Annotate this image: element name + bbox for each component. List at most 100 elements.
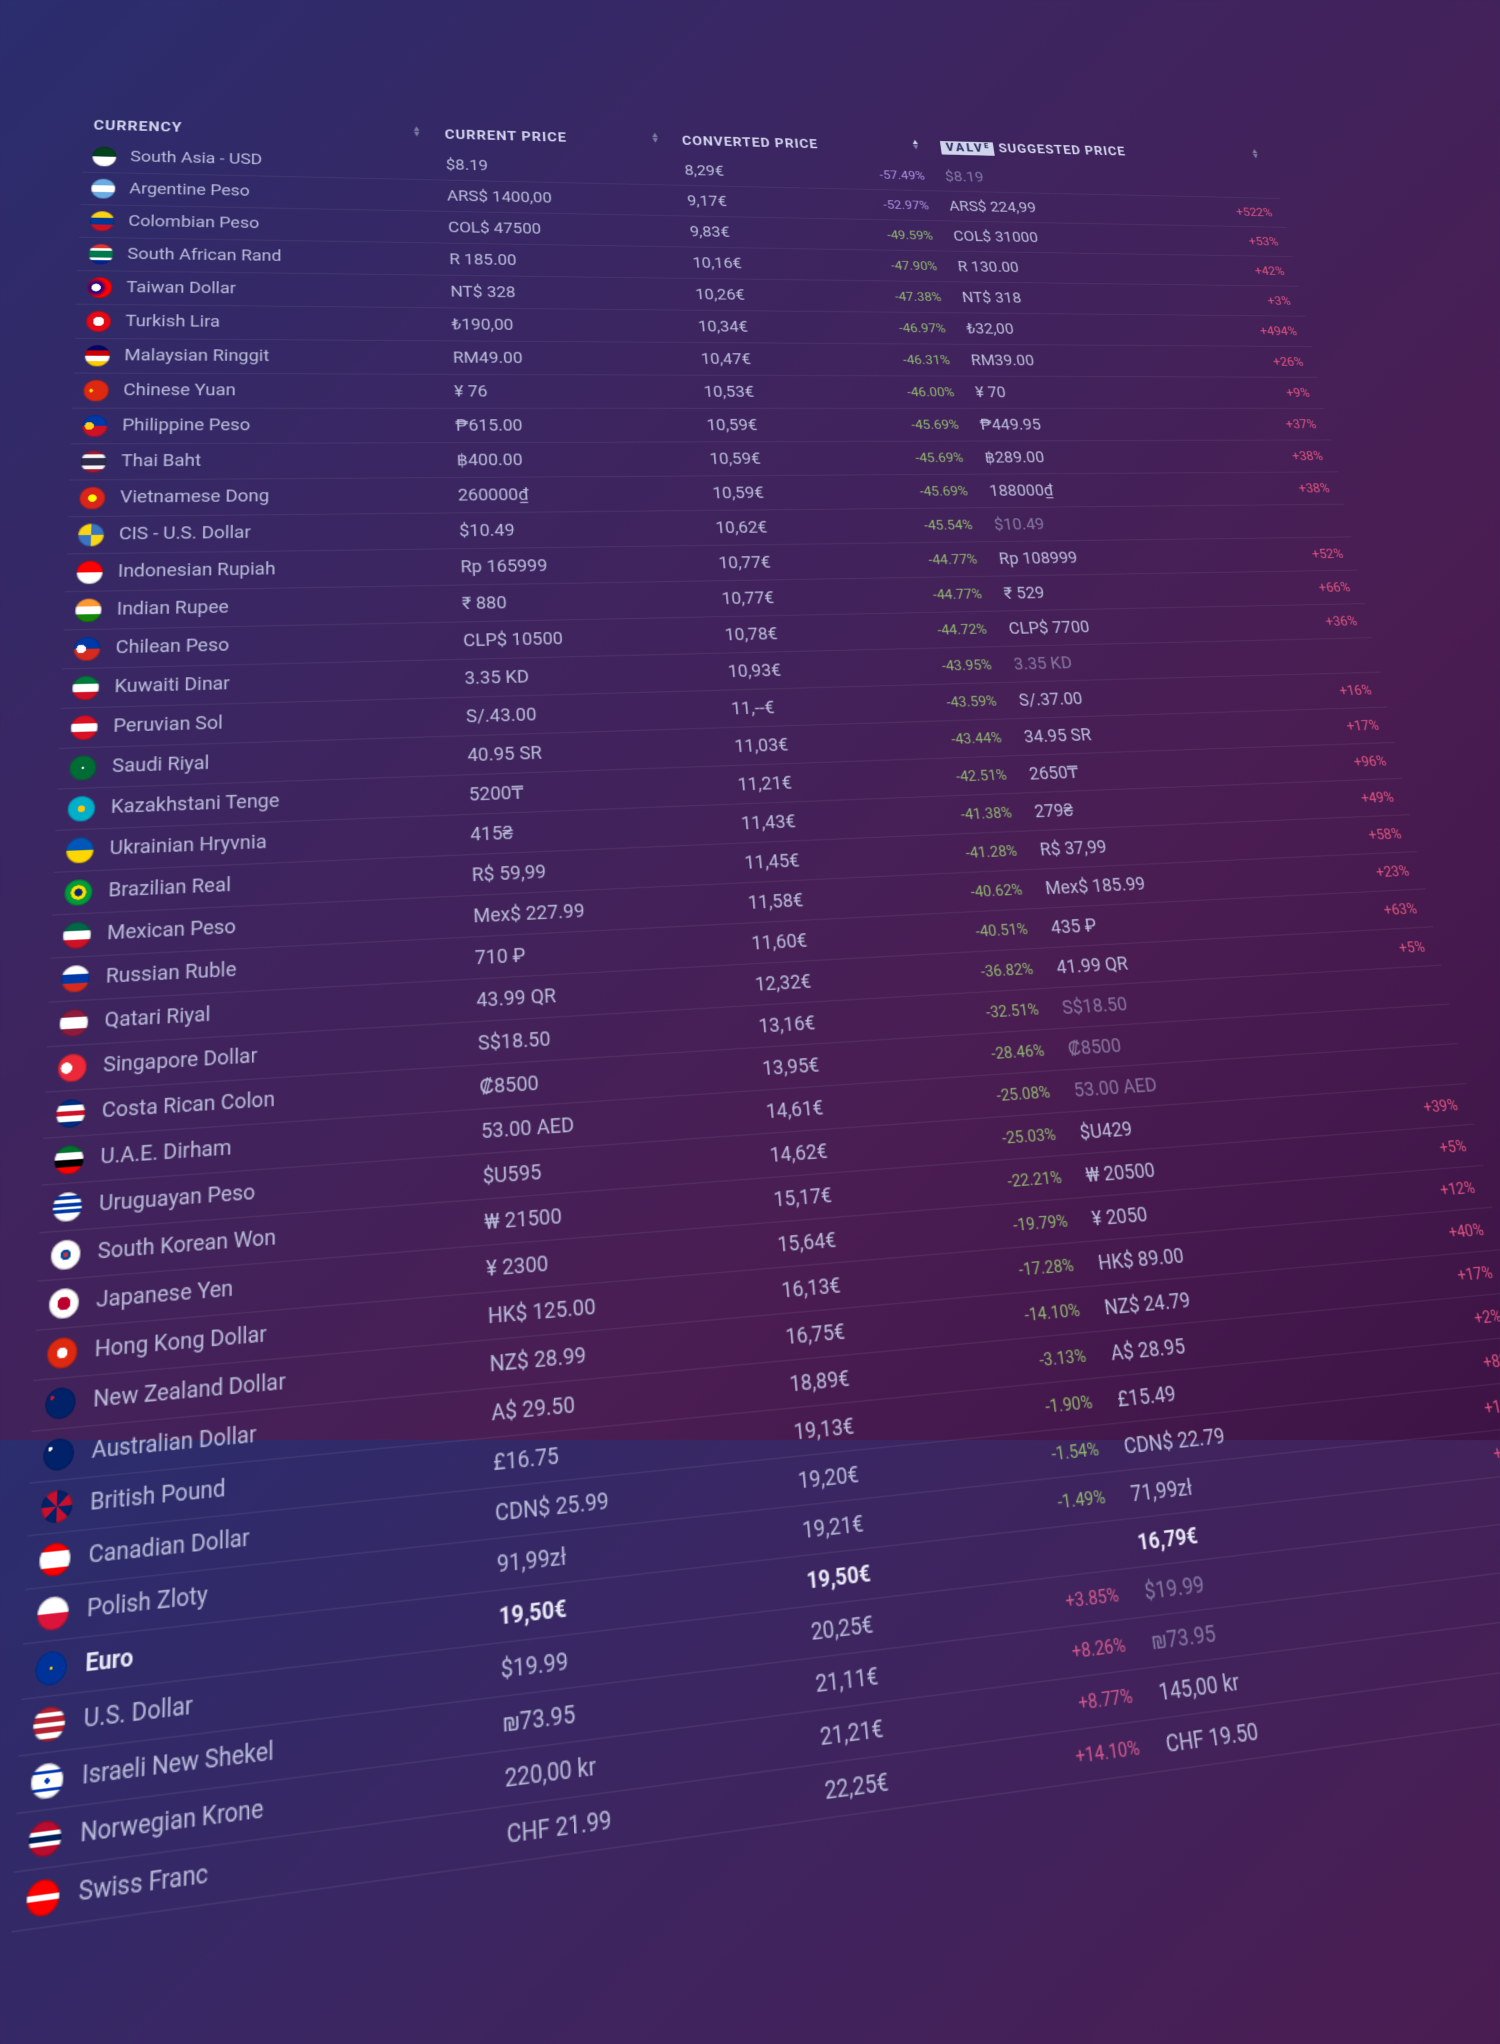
currency-name: Vietnamese Dong (120, 487, 269, 508)
converted-diff: -25.03% (1001, 1125, 1057, 1149)
suggested-diff: +8% (1481, 1350, 1500, 1373)
currency-name: Malaysian Ringgit (124, 346, 269, 365)
converted-diff: +3.85% (1064, 1584, 1120, 1613)
converted-diff: -45.54% (923, 517, 973, 533)
converted-price: 10,62€-45.54% (705, 508, 988, 546)
converted-diff: -52.97% (882, 198, 929, 213)
suggested-diff: +49% (1360, 789, 1396, 807)
flag-icon (32, 1705, 65, 1744)
flag-icon (86, 311, 112, 332)
flag-icon (35, 1649, 68, 1687)
current-price: ¥ 76 (444, 375, 696, 409)
suggested-diff: +494% (1259, 324, 1299, 338)
flag-icon (50, 1239, 81, 1271)
currency-name: Indian Rupee (117, 597, 229, 619)
currency-name: South Korean Won (97, 1225, 276, 1265)
flag-icon (83, 380, 109, 402)
converted-price: 10,47€-46.31% (690, 343, 964, 377)
sort-icon[interactable]: ▲▼ (412, 126, 423, 137)
pricing-table-body: South Asia - USD$8.198,29€-57.49%$8.19Ar… (12, 140, 1500, 1932)
current-price: NT$ 328 (440, 275, 687, 310)
suggested-diff: +23% (1375, 862, 1411, 881)
converted-diff: -43.59% (946, 693, 998, 711)
converted-diff: +14.10% (1074, 1736, 1141, 1769)
current-price: ₺190,00 (441, 308, 690, 343)
suggested-diff: +5% (1397, 938, 1426, 957)
converted-diff: -46.97% (898, 321, 946, 336)
converted-diff: -32.51% (985, 1000, 1040, 1022)
suggested-diff: +28% (1491, 1440, 1500, 1465)
suggested-price: ¥ 70+9% (964, 376, 1324, 408)
currency-name: Singapore Dollar (103, 1044, 258, 1077)
suggested-diff: +36% (1324, 613, 1359, 629)
suggested-diff: +38% (1297, 481, 1331, 496)
flag-icon (59, 1008, 88, 1037)
currency-name: Chilean Peso (115, 635, 229, 658)
flag-icon (80, 450, 106, 472)
suggested-diff: +52% (1310, 546, 1344, 562)
current-price: 260000₫ (447, 476, 704, 513)
sort-icon[interactable]: ▲▼ (911, 139, 922, 150)
converted-diff: -14.10% (1023, 1300, 1081, 1326)
currency-name: South Asia - USD (130, 148, 262, 168)
table-row[interactable]: Philippine Peso₱615.0010,59€-45.69%₱449.… (71, 408, 1331, 444)
flag-icon (76, 560, 103, 584)
currency-name: Saudi Riyal (112, 753, 210, 778)
converted-diff: +8.26% (1071, 1634, 1128, 1664)
suggested-diff: +14% (1482, 1394, 1500, 1419)
table-row[interactable]: Chinese Yuan¥ 7610,53€-46.00%¥ 70+9% (72, 373, 1324, 408)
currency-cell: Vietnamese Dong (68, 478, 449, 517)
suggested-diff: +66% (1317, 579, 1351, 595)
current-price: ARS$ 1400,00 (437, 180, 680, 216)
currency-name: British Pound (90, 1475, 226, 1517)
converted-diff: -40.51% (975, 920, 1029, 941)
converted-diff: +8.77% (1077, 1684, 1134, 1715)
converted-diff: -46.00% (906, 385, 955, 400)
currency-name: New Zealand Dollar (93, 1369, 286, 1414)
currency-name: Kuwaiti Dinar (114, 674, 230, 698)
currency-name: Taiwan Dollar (126, 279, 236, 298)
sort-icon[interactable]: ▲▼ (650, 132, 661, 143)
currency-cell: Malaysian Ringgit (74, 339, 444, 375)
converted-diff: -41.28% (965, 842, 1019, 862)
currency-cell: Taiwan Dollar (76, 271, 441, 308)
flag-icon (48, 1287, 79, 1320)
suggested-diff: +9% (1285, 386, 1311, 400)
sort-icon[interactable]: ▲▼ (1250, 149, 1261, 159)
flag-icon (41, 1489, 73, 1524)
suggested-diff: +53% (1248, 235, 1280, 249)
col-header-current[interactable]: CURRENT PRICE ▲▼ (435, 115, 675, 155)
suggested-diff: +522% (1235, 205, 1274, 219)
flag-icon (43, 1437, 75, 1472)
flag-icon (66, 837, 94, 864)
currency-name: CIS - U.S. Dollar (119, 523, 251, 544)
currency-cell: Turkish Lira (75, 304, 442, 341)
suggested-price: RM39.00+26% (960, 344, 1318, 377)
suggested-diff: +17% (1456, 1263, 1495, 1286)
current-price: $10.49 (449, 511, 708, 549)
converted-diff: -43.44% (950, 729, 1002, 748)
flag-icon (56, 1098, 86, 1128)
converted-diff: -44.72% (936, 621, 987, 638)
currency-name: Argentine Peso (129, 180, 250, 200)
flag-icon (39, 1541, 71, 1577)
suggested-price: ฿289.00+38% (974, 440, 1338, 474)
converted-diff: -17.28% (1018, 1255, 1075, 1280)
currency-name: U.A.E. Dirham (100, 1136, 232, 1170)
converted-diff: -22.21% (1006, 1168, 1063, 1192)
flag-icon (57, 1053, 87, 1083)
suggested-diff: +58% (1367, 825, 1403, 844)
currency-name: Turkish Lira (125, 312, 220, 331)
currency-name: Japanese Yen (96, 1276, 233, 1313)
converted-price: 10,77€-44.77% (710, 576, 997, 617)
currency-name: Polish Zloty (87, 1582, 208, 1624)
suggested-price: $10.49 (983, 504, 1352, 542)
current-price: ₹ 880 (451, 581, 713, 622)
converted-price: 10,59€-45.69% (702, 474, 983, 510)
flag-icon (79, 487, 105, 510)
converted-price: 10,26€-47.38% (685, 279, 956, 313)
converted-price: 9,17€-52.97% (677, 185, 943, 221)
converted-diff: -1.90% (1044, 1392, 1094, 1418)
suggested-diff: +40% (1447, 1220, 1486, 1243)
converted-price: 10,16€-47.90% (682, 247, 951, 282)
